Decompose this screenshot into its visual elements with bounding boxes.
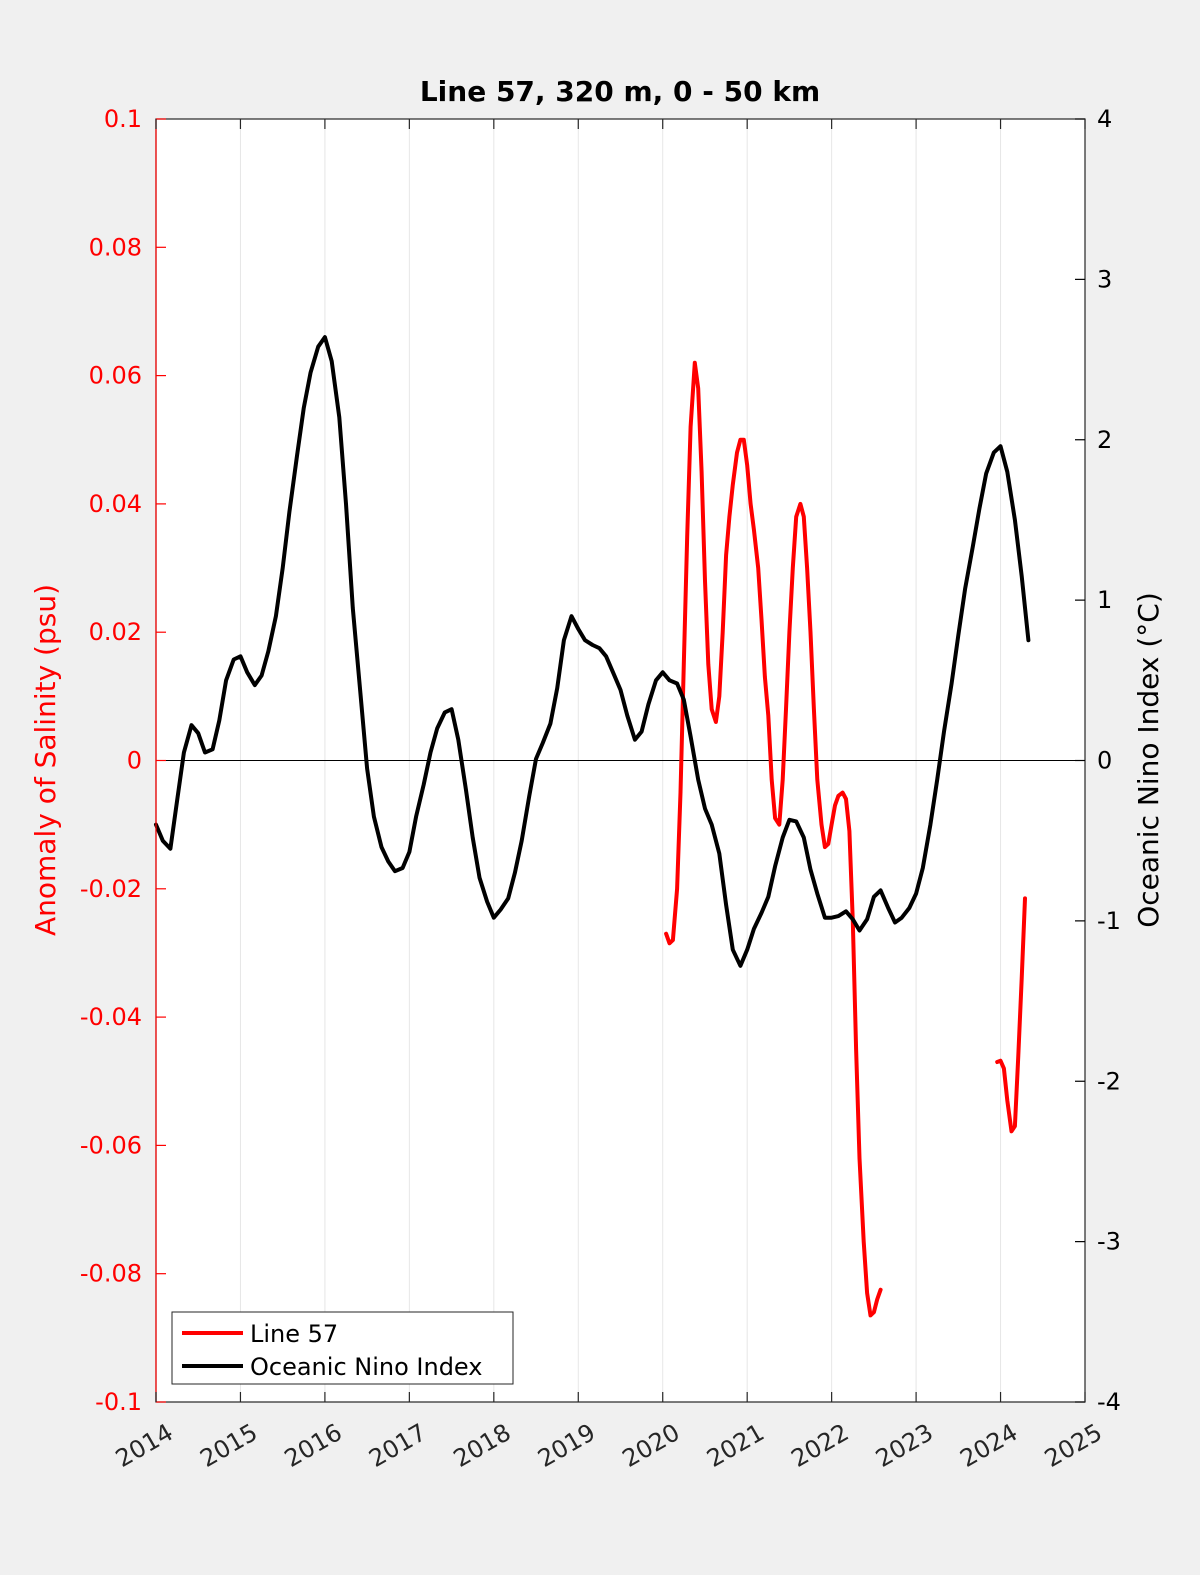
y-right-tick-label: 4 <box>1097 105 1112 133</box>
line-57-series-path <box>664 360 883 1318</box>
y-left-tick-label: -0.08 <box>80 1260 142 1288</box>
y-left-tick-label: -0.06 <box>80 1131 142 1159</box>
y-right-tick-label: 1 <box>1097 586 1112 614</box>
y-left-tick-label: -0.1 <box>95 1388 142 1416</box>
y-right-tick-label: -2 <box>1097 1067 1121 1095</box>
y-right-tick-label: 0 <box>1097 747 1112 775</box>
y-left-tick-label: 0.06 <box>89 362 142 390</box>
y-left-tick-label: -0.02 <box>80 875 142 903</box>
right-axis-title: Oceanic Nino Index (°C) <box>1132 592 1165 928</box>
y-right-tick-label: 2 <box>1097 426 1112 454</box>
line-57-series-path <box>995 896 1027 1134</box>
y-left-tick-label: 0.08 <box>89 233 142 261</box>
y-left-tick-label: -0.04 <box>80 1003 142 1031</box>
y-left-tick-label: 0.02 <box>89 618 142 646</box>
y-right-tick-label: -1 <box>1097 907 1121 935</box>
legend-label-oni: Oceanic Nino Index <box>250 1353 482 1381</box>
legend-label-line-57: Line 57 <box>250 1320 338 1348</box>
right-y-axis: -4 -3 -2 -1 0 1 2 3 4 <box>1075 105 1121 1416</box>
y-right-tick-label: -3 <box>1097 1228 1121 1256</box>
legend-box <box>171 1311 514 1385</box>
y-left-tick-label: 0.04 <box>89 490 142 518</box>
y-right-tick-label: 3 <box>1097 265 1112 293</box>
left-axis-title: Anomaly of Salinity (psu) <box>29 584 62 936</box>
legend: Line 57 Oceanic Nino Index <box>171 1311 514 1385</box>
oni-series-path <box>154 335 1031 968</box>
chart-title: Line 57, 320 m, 0 - 50 km <box>420 75 820 108</box>
left-y-axis: -0.1 -0.08 -0.06 -0.04 -0.02 0 0.02 0.04 0.06 0.0… <box>80 105 166 1416</box>
y-left-tick-label: 0 <box>127 747 142 775</box>
y-left-tick-label: 0.1 <box>104 105 142 133</box>
series-group <box>154 335 1031 1318</box>
y-right-tick-label: -4 <box>1097 1388 1121 1416</box>
